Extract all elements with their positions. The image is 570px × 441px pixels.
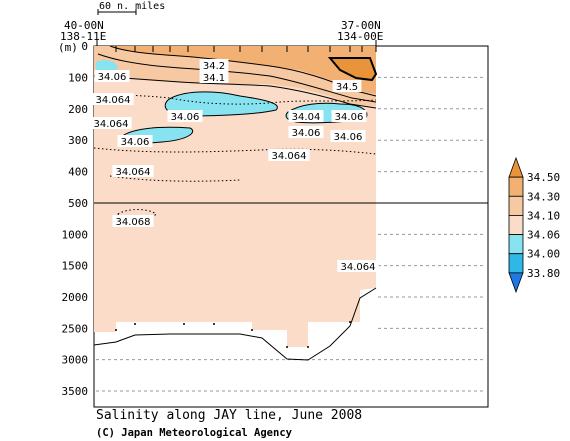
contour-34-10 — [93, 75, 377, 109]
contour-label: 34.06 — [98, 72, 127, 83]
chart-title: Salinity along JAY line, June 2008 — [96, 408, 363, 423]
contour-34-20 — [97, 53, 377, 103]
legend-level-label: 34.10 — [527, 209, 560, 222]
scale-bar-label: 60 n. miles — [99, 1, 165, 12]
contour-34-50 — [327, 57, 378, 82]
y-tick-label: 400 — [68, 166, 88, 179]
fill-region-34-50 — [330, 58, 376, 80]
contour-label-bg — [288, 110, 324, 122]
y-tick-label: 2000 — [62, 291, 89, 304]
legend-level-label: 34.50 — [527, 171, 560, 184]
y-tick-label: 200 — [68, 103, 88, 116]
legend-swatch — [508, 272, 524, 294]
contour-label-bg — [112, 215, 154, 227]
contour-label: 34.5 — [336, 82, 358, 93]
contour-34-064-mid — [93, 147, 377, 155]
fill-pocket-34-00-d — [96, 60, 118, 72]
contour-label: 34.064 — [96, 95, 131, 106]
contour-label-bg — [288, 126, 324, 138]
y-tick-label: 2500 — [62, 322, 89, 335]
contour-label: 34.064 — [94, 119, 129, 130]
fill-region-34-30 — [110, 46, 376, 94]
bottom-dot — [307, 346, 309, 348]
bottom-dot — [213, 323, 215, 325]
legend-level-label: 33.80 — [527, 267, 560, 280]
contour-label-bg — [330, 130, 366, 142]
contour-label-bg — [199, 71, 229, 83]
contour-label-bg — [94, 70, 130, 82]
legend-level-label: 34.00 — [527, 248, 560, 261]
contour-label: 34.064 — [272, 151, 307, 162]
contour-labels: 34.06 34.064 34.064 34.06 34.06 34.064 34.068 3… — [90, 59, 379, 273]
contour-label: 34.06 — [334, 132, 363, 143]
contour-label-bg — [167, 110, 203, 122]
station-right-lat: 37-00N — [341, 19, 381, 32]
contour-label: 34.064 — [341, 262, 376, 273]
legend-swatch — [508, 215, 524, 235]
y-tick-label: 100 — [68, 71, 88, 84]
y-tick-label: 1500 — [62, 260, 89, 273]
contour-label-bg — [332, 80, 362, 92]
contour-label: 34.06 — [292, 128, 321, 139]
y-tick-label: 300 — [68, 134, 88, 147]
legend-level-label: 34.06 — [527, 229, 560, 242]
legend-level-label: 34.30 — [527, 190, 560, 203]
contour-label-bg — [117, 135, 153, 147]
contour-label: 34.1 — [203, 73, 225, 84]
bottom-dot — [349, 321, 351, 323]
contour-label: 34.064 — [116, 167, 151, 178]
y-tick-label: 0 — [81, 40, 88, 53]
y-tick-label: 3500 — [62, 385, 89, 398]
fill-region-lower-left — [94, 322, 116, 332]
bottom-dot — [183, 323, 185, 325]
contour-label-bg — [337, 260, 379, 272]
contour-label: 34.04 — [292, 112, 321, 123]
chart-credit: (C) Japan Meteorological Agency — [96, 427, 292, 439]
contour-label-bg — [268, 149, 310, 161]
bottom-dot — [251, 329, 253, 331]
legend-swatch — [508, 195, 524, 216]
contour-label: 34.068 — [116, 217, 151, 228]
bottom-dot — [286, 346, 288, 348]
legend-swatch — [508, 253, 524, 274]
bottom-dot — [115, 329, 117, 331]
legend-swatch — [508, 234, 524, 255]
y-tick-label: 500 — [68, 197, 88, 210]
station-left-lat: 40-00N — [64, 19, 104, 32]
legend-swatch — [508, 176, 524, 197]
contour-label: 34.06 — [121, 137, 150, 148]
contour-label-bg — [331, 110, 367, 122]
y-tick-label: 3000 — [62, 354, 89, 367]
bottom-topography — [93, 287, 377, 361]
contour-label-bg — [199, 59, 229, 71]
bottom-dot — [134, 323, 136, 325]
y-axis-labels: 0 100 200 300 400 500 1000 1500 2000 2500 3000 3500 — [62, 40, 89, 398]
station-ticks — [115, 46, 377, 52]
contour-label: 34.06 — [171, 112, 200, 123]
contour-34-064-deep — [109, 175, 241, 182]
legend-swatch — [508, 156, 524, 178]
contour-label-bg — [92, 93, 134, 105]
contour-34-30 — [109, 45, 377, 97]
contour-label-bg — [90, 117, 132, 129]
contour-label: 34.06 — [335, 112, 364, 123]
y-tick-label: 1000 — [62, 228, 89, 241]
contour-label: 34.2 — [203, 61, 225, 72]
bottom-station-dots — [115, 321, 351, 348]
station-left-lon: 138-11E — [60, 30, 106, 43]
station-right-lon: 134-00E — [337, 30, 383, 43]
contour-label-bg — [112, 165, 154, 177]
color-legend: 34.50 34.30 34.10 34.06 34.00 33.80 — [508, 156, 560, 294]
y-axis-unit: (m) — [58, 41, 78, 54]
